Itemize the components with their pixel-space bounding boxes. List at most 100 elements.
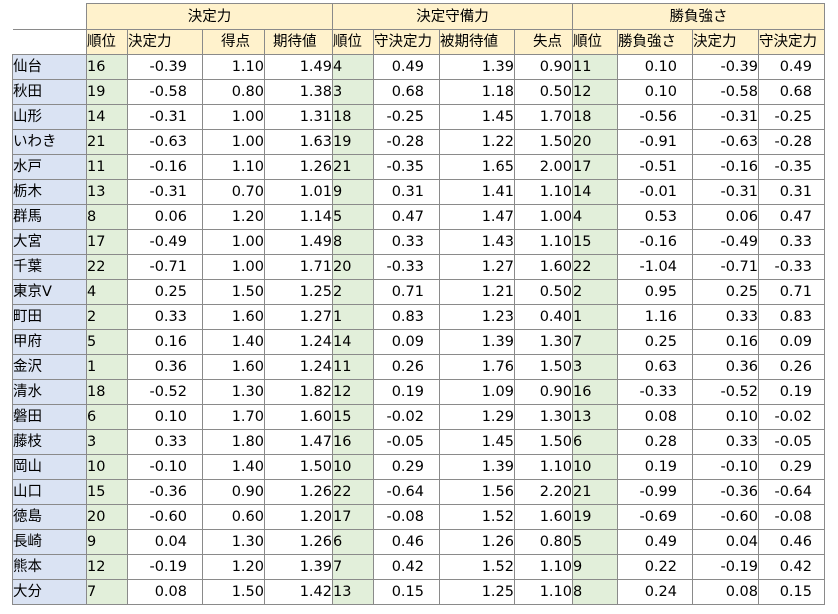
value-cell: 1.39 — [264, 554, 333, 580]
value-cell: 1.00 — [202, 254, 265, 280]
value-cell: 1.40 — [202, 329, 265, 355]
value-cell: 0.28 — [617, 429, 693, 455]
rank-cell: 13 — [572, 404, 618, 430]
value-cell: 1.50 — [514, 429, 573, 455]
rank-cell: 21 — [572, 479, 618, 505]
value-cell: 1.70 — [202, 404, 265, 430]
value-cell: -0.10 — [692, 454, 759, 480]
rank-cell: 14 — [332, 329, 374, 355]
value-cell: 0.16 — [692, 329, 759, 355]
value-cell: -0.19 — [127, 554, 203, 580]
rank-cell: 13 — [86, 179, 128, 205]
table-row: 千葉 22 -0.71 1.00 1.71 20 -0.33 1.27 1.60 22 -1.04-… — [12, 254, 825, 280]
value-cell: 1.23 — [439, 304, 515, 330]
team-name-cell: 藤枝 — [12, 429, 87, 455]
rank-cell: 20 — [86, 504, 128, 530]
value-cell: -0.08 — [373, 504, 440, 530]
value-cell: -0.16 — [617, 229, 693, 255]
value-cell: 0.49 — [373, 54, 440, 80]
value-cell: 1.20 — [202, 204, 265, 230]
value-cell: 1.27 — [439, 254, 515, 280]
value-cell: 1.24 — [264, 354, 333, 380]
rank-cell: 1 — [86, 354, 128, 380]
rank-cell: 5 — [572, 529, 618, 555]
value-cell: 1.49 — [264, 229, 333, 255]
rank-cell: 17 — [572, 154, 618, 180]
value-cell: -0.02 — [758, 404, 825, 430]
value-cell: 1.42 — [264, 579, 333, 605]
value-cell: 0.04 — [127, 529, 203, 555]
team-name-cell: 山口 — [12, 479, 87, 505]
value-cell: 0.60 — [202, 504, 265, 530]
value-cell: 0.80 — [514, 529, 573, 555]
value-cell: -0.33 — [758, 254, 825, 280]
rank-cell: 22 — [332, 479, 374, 505]
rank-cell: 7 — [86, 579, 128, 605]
team-name-cell: 町田 — [12, 304, 87, 330]
rank-cell: 17 — [332, 504, 374, 530]
rank-cell: 18 — [572, 104, 618, 130]
value-cell: 0.90 — [202, 479, 265, 505]
team-name-cell: 秋田 — [12, 79, 87, 105]
value-cell: -0.08 — [758, 504, 825, 530]
value-cell: 1.10 — [514, 229, 573, 255]
table-row: 町田 2 0.33 1.60 1.27 1 0.83 1.23 0.40 1 1.16 0.33 0.8… — [12, 304, 825, 330]
value-cell: 0.19 — [758, 379, 825, 405]
value-cell: 1.10 — [514, 554, 573, 580]
value-cell: 1.41 — [439, 179, 515, 205]
value-cell: 0.49 — [617, 529, 693, 555]
value-cell: -0.49 — [692, 229, 759, 255]
value-cell: 0.31 — [758, 179, 825, 205]
column-header: 決定力 — [127, 29, 203, 55]
rank-cell: 14 — [572, 179, 618, 205]
value-cell: 1.30 — [202, 379, 265, 405]
value-cell: 0.26 — [373, 354, 440, 380]
value-cell: -0.36 — [127, 479, 203, 505]
value-cell: 1.60 — [202, 304, 265, 330]
value-cell: 1.82 — [264, 379, 333, 405]
table-row: 磐田 6 0.10 1.70 1.60 15 -0.02 1.29 1.30 13 0.08 0.10… — [12, 404, 825, 430]
column-header: 勝負強さ — [617, 29, 693, 55]
value-cell: -0.52 — [692, 379, 759, 405]
value-cell: 0.68 — [373, 79, 440, 105]
rank-cell: 18 — [332, 104, 374, 130]
value-cell: 1.63 — [264, 129, 333, 155]
value-cell: 0.06 — [127, 204, 203, 230]
rank-cell: 16 — [332, 429, 374, 455]
value-cell: 0.49 — [758, 54, 825, 80]
rank-cell: 2 — [332, 279, 374, 305]
value-cell: -0.10 — [127, 454, 203, 480]
column-header: 順位 — [332, 29, 374, 55]
value-cell: 1.31 — [264, 104, 333, 130]
value-cell: -0.63 — [127, 129, 203, 155]
rank-cell: 1 — [332, 304, 374, 330]
value-cell: 0.25 — [692, 279, 759, 305]
value-cell: 1.65 — [439, 154, 515, 180]
group-header-defense: 決定守備力 — [332, 3, 573, 30]
table-row: 金沢 1 0.36 1.60 1.24 11 0.26 1.76 1.50 3 0.63 0.36 0.… — [12, 354, 825, 380]
value-cell: -0.52 — [127, 379, 203, 405]
value-cell: -0.31 — [127, 179, 203, 205]
rank-cell: 11 — [332, 354, 374, 380]
rank-cell: 13 — [332, 579, 374, 605]
table-body: 決定力 決定守備力 勝負強さ 順位 決定力 得点 期待値 順位 守決定力 被期待… — [12, 3, 825, 605]
value-cell: 0.36 — [127, 354, 203, 380]
value-cell: 0.63 — [617, 354, 693, 380]
table-row: 清水 18 -0.52 1.30 1.82 12 0.19 1.09 0.90 16 -0.33 -0… — [12, 379, 825, 405]
rank-cell: 15 — [86, 479, 128, 505]
value-cell: 0.33 — [127, 304, 203, 330]
value-cell: -0.19 — [692, 554, 759, 580]
value-cell: 1.10 — [514, 579, 573, 605]
rank-cell: 10 — [572, 454, 618, 480]
value-cell: 1.20 — [202, 554, 265, 580]
value-cell: 0.95 — [617, 279, 693, 305]
value-cell: -1.04 — [617, 254, 693, 280]
rank-cell: 12 — [572, 79, 618, 105]
table-row: 東京V 4 0.25 1.50 1.25 2 0.71 1.21 0.50 2 0.95 0.25 0.… — [12, 279, 825, 305]
value-cell: -0.63 — [692, 129, 759, 155]
value-cell: 0.10 — [617, 79, 693, 105]
value-cell: 0.71 — [758, 279, 825, 305]
value-cell: 1.52 — [439, 504, 515, 530]
value-cell: 0.08 — [692, 579, 759, 605]
column-header: 守決定力 — [373, 29, 440, 55]
